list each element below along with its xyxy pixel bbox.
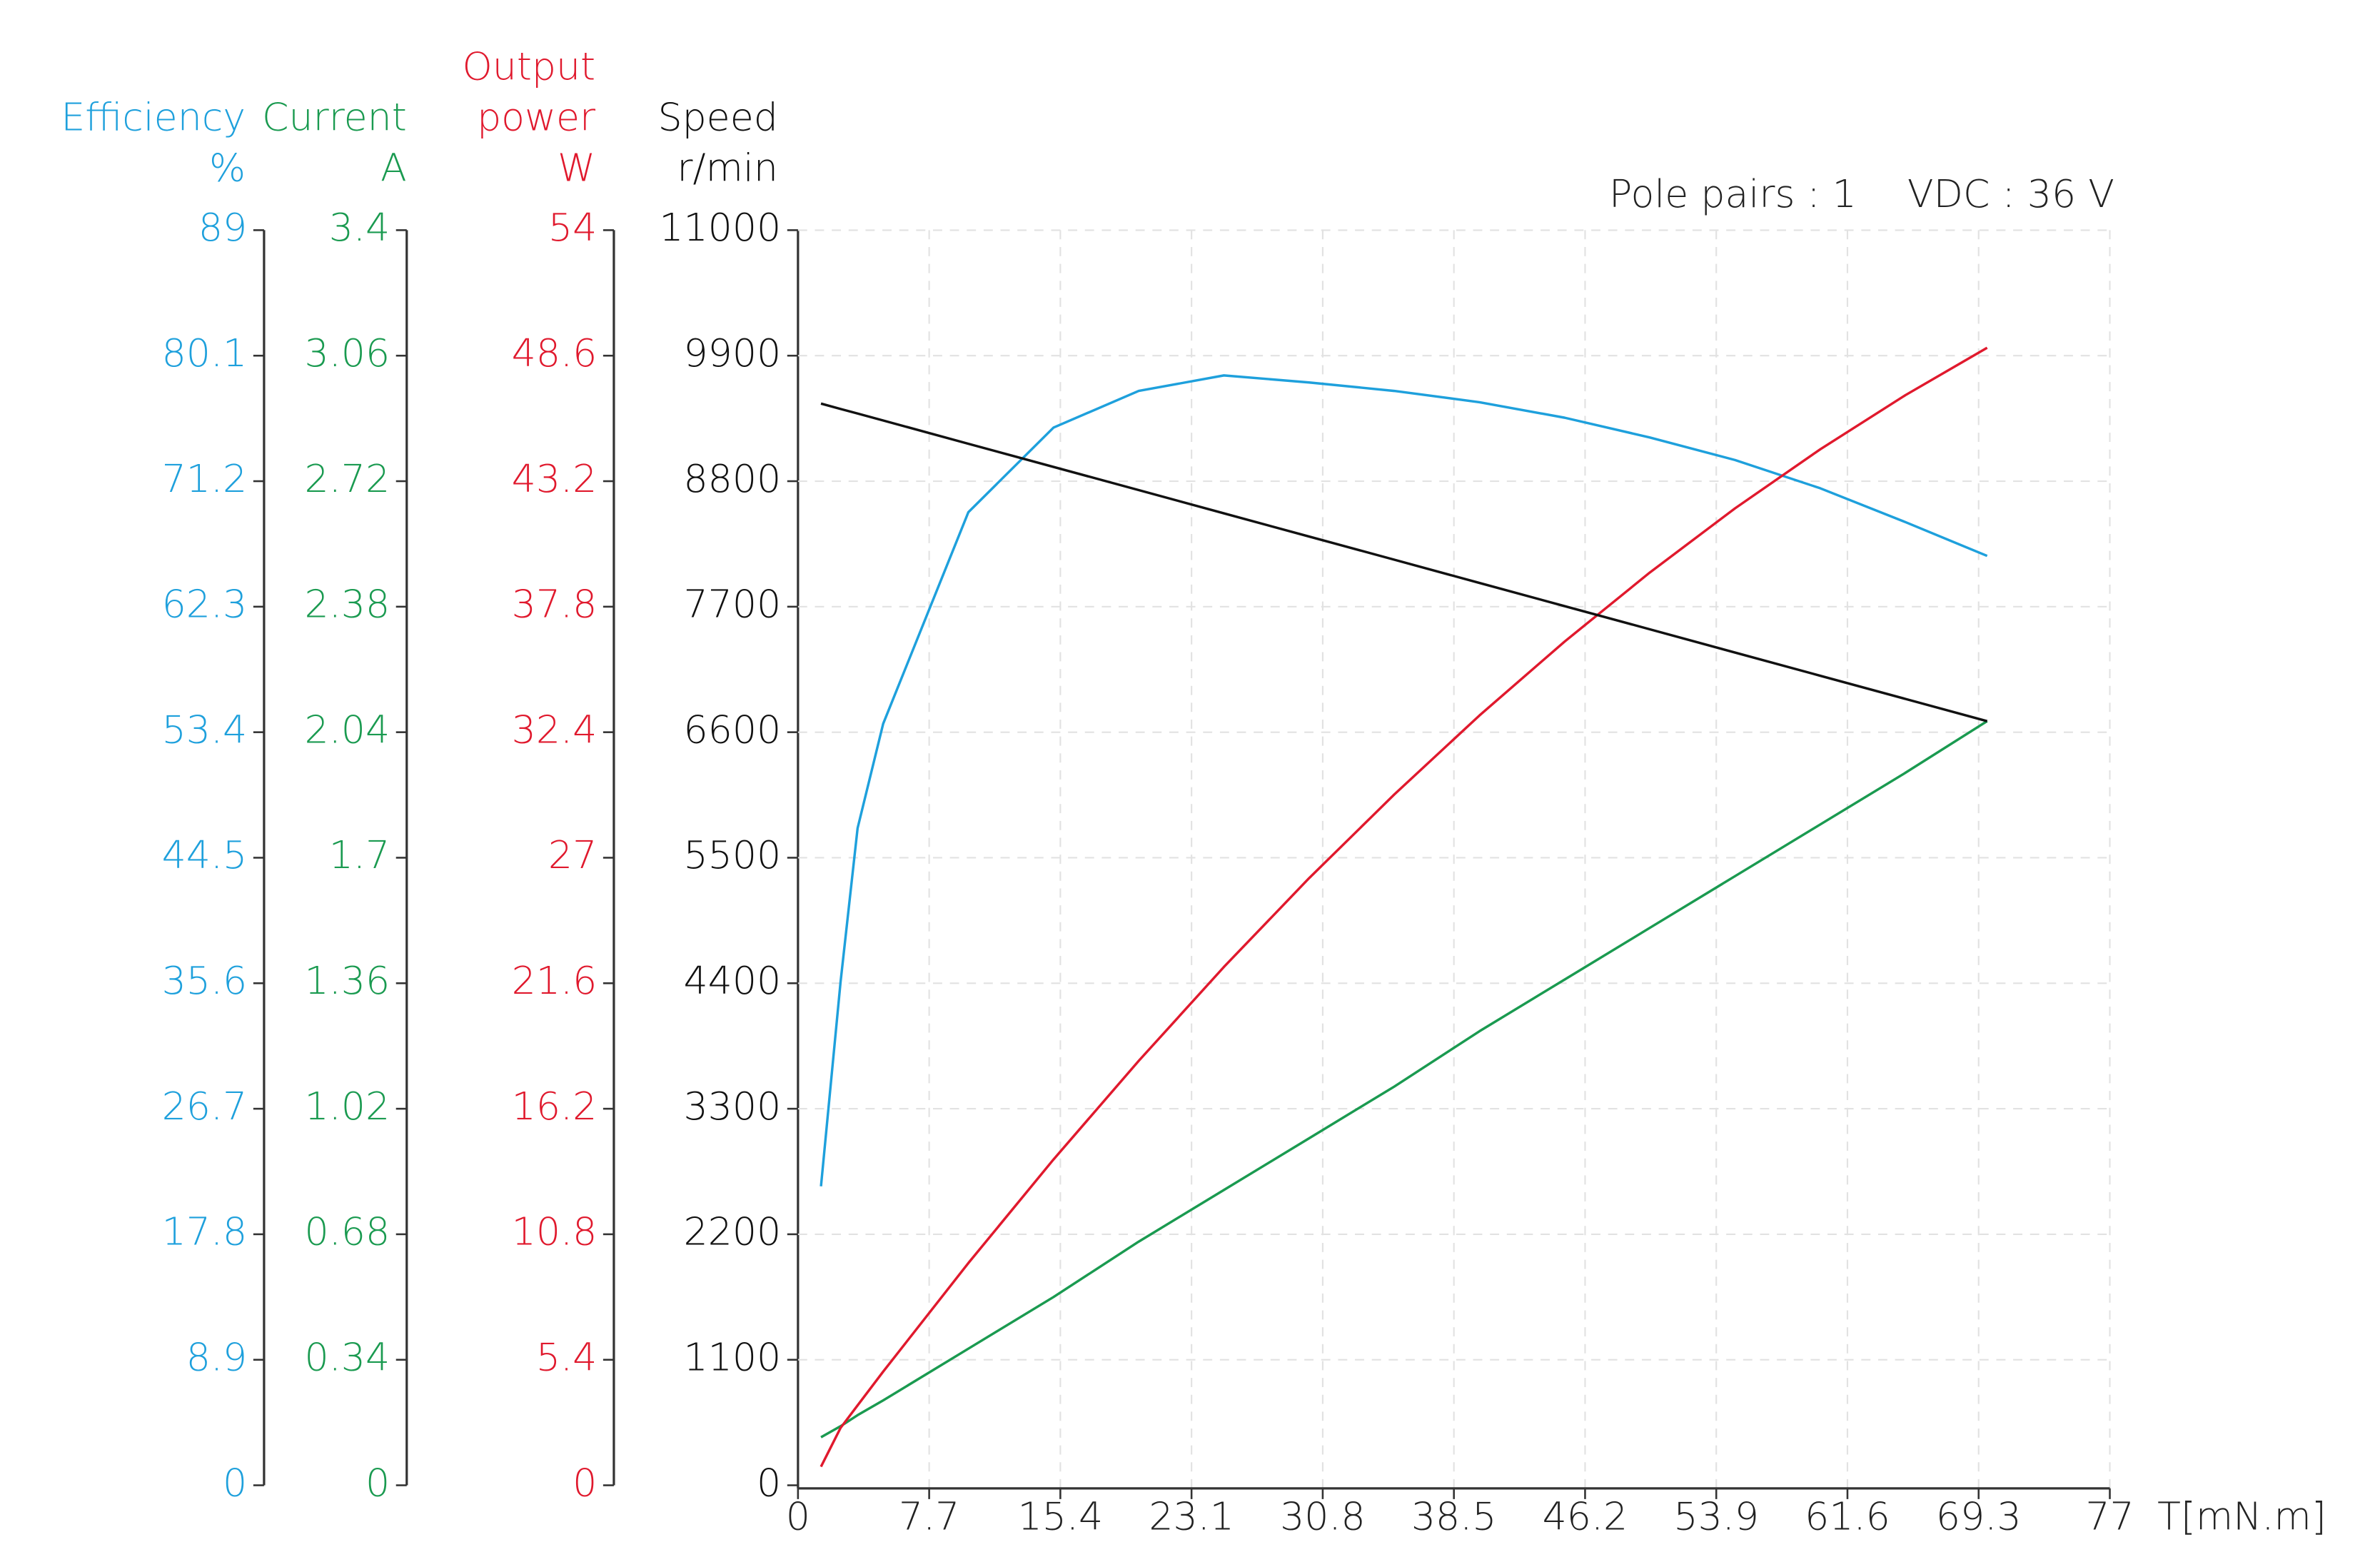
axis-unit: % (209, 145, 246, 190)
x-axis-label: T[mN.m] (2157, 1494, 2326, 1539)
y-tick-label: 80.1 (162, 331, 248, 376)
annotation: VDC : 36 V (1907, 171, 2114, 216)
y-tick-label: 0 (223, 1460, 247, 1505)
x-tick-label: 53.9 (1673, 1494, 1759, 1539)
y-tick-label: 2200 (683, 1209, 781, 1254)
axis-unit: r/min (677, 145, 777, 190)
y-tick-label: 1100 (683, 1334, 781, 1379)
y-tick-label: 27 (548, 832, 597, 877)
y-tick-label: 48.6 (512, 331, 597, 376)
y-tick-label: 17.8 (162, 1209, 248, 1254)
y-tick-label: 3300 (683, 1084, 781, 1129)
y-tick-label: 1.36 (305, 958, 390, 1003)
y-tick-label: 71.2 (162, 456, 248, 501)
y-tick-label: 0 (757, 1460, 781, 1505)
y-tick-label: 1.02 (305, 1084, 390, 1129)
y-tick-label: 43.2 (512, 456, 597, 501)
x-tick-label: 38.5 (1411, 1494, 1497, 1539)
y-tick-label: 10.8 (512, 1209, 597, 1254)
y-tick-label: 5500 (683, 832, 781, 877)
y-tick-label: 53.4 (162, 707, 248, 752)
x-tick-label: 77 (2085, 1494, 2134, 1539)
x-tick-label: 15.4 (1018, 1494, 1104, 1539)
y-tick-label: 1.7 (329, 832, 390, 877)
series-line (820, 720, 1988, 1438)
y-tick-label: 0.68 (305, 1209, 390, 1254)
y-tick-label: 35.6 (162, 958, 248, 1003)
y-tick-label: 3.4 (329, 205, 390, 250)
y-tick-label: 32.4 (512, 707, 597, 752)
y-tick-label: 9900 (683, 331, 781, 376)
y-tick-label: 2.72 (305, 456, 390, 501)
y-tick-label: 2.38 (305, 582, 390, 627)
y-tick-label: 26.7 (162, 1084, 248, 1129)
y-tick-label: 11000 (659, 205, 781, 250)
axis-title: power (477, 94, 596, 139)
y-tick-label: 62.3 (162, 582, 248, 627)
x-tick-label: 46.2 (1543, 1494, 1628, 1539)
x-tick-label: 0 (786, 1494, 810, 1539)
y-tick-label: 8.9 (186, 1334, 247, 1379)
y-tick-label: 89 (198, 205, 247, 250)
axis-title: Efficiency (61, 94, 246, 139)
axis-unit: A (380, 145, 407, 190)
y-tick-label: 16.2 (512, 1084, 597, 1129)
x-tick-label: 7.7 (899, 1494, 959, 1539)
series-line (820, 346, 1988, 1468)
axis-unit: W (558, 145, 595, 190)
axis-title: Current (262, 94, 407, 139)
axis-title: Speed (658, 94, 778, 139)
y-tick-label: 44.5 (162, 832, 248, 877)
y-tick-label: 5.4 (536, 1334, 597, 1379)
x-tick-label: 23.1 (1149, 1494, 1234, 1539)
series-line (820, 374, 1988, 1186)
x-tick-label: 69.3 (1936, 1494, 2022, 1539)
x-tick-label: 61.6 (1805, 1494, 1890, 1539)
y-tick-label: 7700 (683, 582, 781, 627)
y-tick-label: 4400 (683, 958, 781, 1003)
y-tick-label: 37.8 (512, 582, 597, 627)
y-tick-label: 2.04 (305, 707, 390, 752)
x-tick-label: 30.8 (1280, 1494, 1366, 1539)
y-tick-label: 54 (548, 205, 597, 250)
y-tick-label: 8800 (683, 456, 781, 501)
y-tick-label: 3.06 (305, 331, 390, 376)
annotation: Pole pairs : 1 (1609, 171, 1857, 216)
axis-title: Output (463, 44, 596, 89)
y-tick-label: 0 (365, 1460, 390, 1505)
y-tick-label: 0 (573, 1460, 597, 1505)
y-tick-label: 21.6 (512, 958, 597, 1003)
y-tick-label: 0.34 (305, 1334, 390, 1379)
series-line (820, 402, 1988, 722)
y-tick-label: 6600 (683, 707, 781, 752)
